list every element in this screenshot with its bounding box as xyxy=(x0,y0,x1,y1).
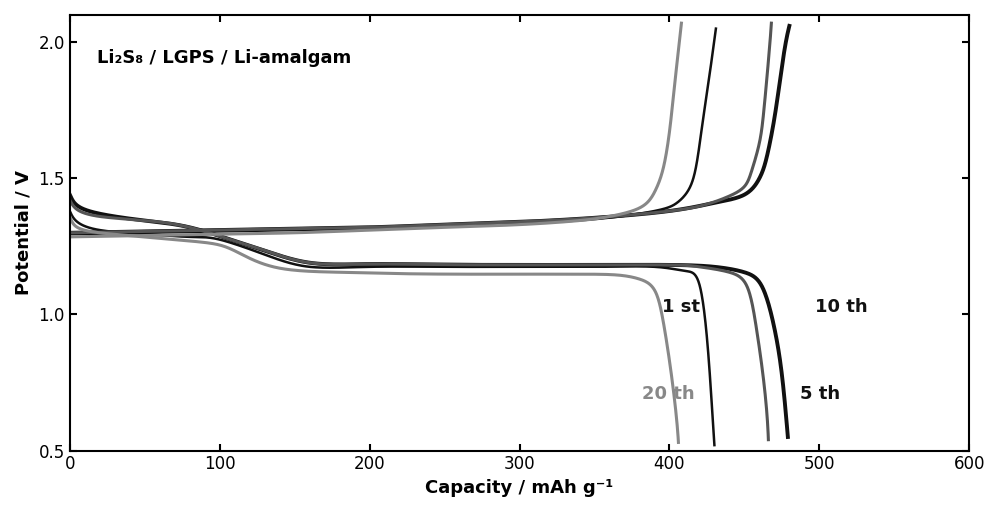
Text: 1 st: 1 st xyxy=(662,298,700,316)
Text: Li₂S₈ / LGPS / Li-amalgam: Li₂S₈ / LGPS / Li-amalgam xyxy=(97,49,351,67)
X-axis label: Capacity / mAh g⁻¹: Capacity / mAh g⁻¹ xyxy=(425,479,614,497)
Text: 5 th: 5 th xyxy=(800,385,840,403)
Text: 10 th: 10 th xyxy=(815,298,867,316)
Y-axis label: Potential / V: Potential / V xyxy=(15,170,33,295)
Text: 20 th: 20 th xyxy=(642,385,695,403)
